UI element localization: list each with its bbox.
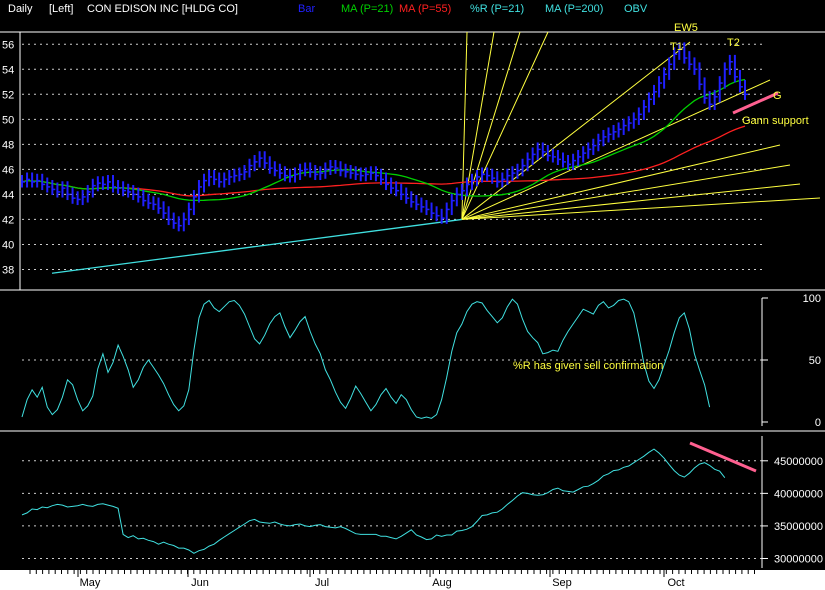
williams-tick-label: 0 bbox=[815, 417, 821, 429]
williams-tick-label: 100 bbox=[803, 293, 821, 305]
price-tick-label: 54 bbox=[2, 64, 14, 76]
ma55-line bbox=[21, 125, 746, 197]
t1-label: T1 bbox=[670, 41, 683, 53]
williams-r-panel: 0 50 100 bbox=[0, 293, 825, 432]
gann-fan-line bbox=[461, 164, 791, 220]
williams-tick-label: 50 bbox=[809, 355, 821, 367]
price-bars bbox=[21, 42, 748, 232]
price-y-axis: 38 40 42 44 46 48 50 52 54 56 bbox=[2, 32, 21, 290]
williams-r-line bbox=[21, 298, 711, 419]
price-tick-label: 40 bbox=[2, 239, 14, 251]
x-month-label: Aug bbox=[432, 577, 452, 589]
price-tick-label: 56 bbox=[2, 39, 14, 51]
williams-r-y-axis: 0 50 100 bbox=[761, 293, 821, 429]
x-axis: May Jun Jul Aug Sep Oct bbox=[29, 570, 755, 589]
gann-support-trendline bbox=[732, 91, 779, 115]
x-month-label: Jun bbox=[191, 577, 209, 589]
gann-fan-line bbox=[461, 31, 549, 220]
x-month-label: Jul bbox=[315, 577, 329, 589]
price-tick-label: 50 bbox=[2, 114, 14, 126]
obv-divergence-trendline bbox=[689, 441, 757, 473]
legend-ma200: MA (P=200) bbox=[545, 3, 603, 15]
period-label: Daily bbox=[8, 3, 33, 15]
obv-panel: 30000000 35000000 40000000 45000000 bbox=[21, 436, 823, 568]
x-axis-band bbox=[0, 570, 825, 590]
t2-label: T2 bbox=[727, 37, 740, 49]
price-panel: 38 40 42 44 46 48 50 52 54 56 bbox=[0, 31, 825, 291]
legend-ma55: MA (P=55) bbox=[399, 3, 451, 15]
obv-tick-label: 45000000 bbox=[774, 456, 823, 468]
price-tick-label: 52 bbox=[2, 89, 14, 101]
gann-fan-line bbox=[461, 144, 781, 220]
gann-support-label: Gann support bbox=[742, 115, 809, 127]
obv-tick-label: 35000000 bbox=[774, 521, 823, 533]
axis-side-label: [Left] bbox=[49, 3, 73, 15]
gann-fan-line bbox=[461, 79, 771, 220]
legend-williams-r: %R (P=21) bbox=[470, 3, 524, 15]
g-label: G bbox=[773, 90, 782, 102]
legend-obv: OBV bbox=[624, 3, 648, 15]
legend-bar: Bar bbox=[298, 3, 315, 15]
gann-fan-line bbox=[461, 197, 821, 220]
price-tick-label: 42 bbox=[2, 214, 14, 226]
legend-ma21: MA (P=21) bbox=[341, 3, 393, 15]
x-month-label: May bbox=[80, 577, 101, 589]
ma200-line bbox=[51, 218, 462, 274]
price-tick-label: 46 bbox=[2, 164, 14, 176]
symbol-label: CON EDISON INC [HLDG CO] bbox=[87, 3, 238, 15]
obv-line bbox=[21, 448, 726, 554]
obv-y-axis: 30000000 35000000 40000000 45000000 bbox=[761, 436, 823, 568]
x-month-label: Oct bbox=[667, 577, 684, 589]
price-tick-label: 44 bbox=[2, 189, 14, 201]
price-tick-label: 38 bbox=[2, 264, 14, 276]
williams-sell-note: %R has given sell confirmation bbox=[513, 360, 663, 372]
obv-tick-label: 30000000 bbox=[774, 553, 823, 565]
price-tick-label: 48 bbox=[2, 139, 14, 151]
x-month-label: Sep bbox=[552, 577, 572, 589]
gann-fan-line bbox=[461, 41, 691, 220]
ew5-label: EW5 bbox=[674, 22, 698, 34]
gann-fan-line bbox=[461, 183, 801, 220]
williams-r-series bbox=[21, 298, 711, 419]
obv-tick-label: 40000000 bbox=[774, 488, 823, 500]
obv-series bbox=[21, 448, 726, 554]
